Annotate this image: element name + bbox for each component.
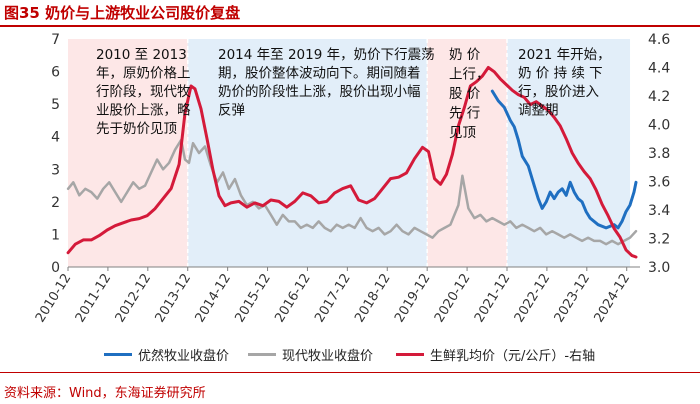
y-right-tick-label: 4.6	[648, 32, 670, 48]
x-tick-label: 2012-12	[113, 271, 155, 325]
x-tick-label: 2011-12	[73, 271, 115, 325]
footer-rule	[0, 372, 700, 373]
annotation-period2-line: 2014 年至 2019 年，奶价下行震荡	[218, 47, 435, 63]
annotation-period3-line: 见顶	[449, 125, 476, 141]
annotation-period4-line: 行，股价进入	[518, 84, 599, 100]
annotation-period1-line: 先于奶价见顶	[96, 121, 177, 137]
legend-label-xiandai: 现代牧业收盘价	[282, 348, 374, 364]
annotation-period1-line: 行阶段，现代牧	[96, 84, 191, 100]
annotation-period4-line: 奶 价 持 续 下	[518, 66, 603, 82]
x-tick-label: 2020-12	[432, 271, 474, 325]
y-right-tick-label: 4.2	[648, 89, 670, 105]
legend-item-milk: 生鲜乳均价（元/公斤）-右轴	[396, 342, 595, 366]
legend-item-youran: 优然牧业收盘价	[104, 342, 229, 366]
y-left-tick-label: 0	[51, 260, 60, 276]
x-tick-label: 2018-12	[352, 271, 394, 325]
annotation-period3-line: 先 行	[449, 106, 480, 122]
x-tick-label: 2022-12	[512, 271, 554, 325]
series-line-youran	[490, 89, 638, 230]
y-left-tick-label: 1	[51, 227, 60, 243]
x-tick-label: 2010-12	[33, 271, 75, 325]
legend-label-youran: 优然牧业收盘价	[138, 348, 230, 364]
y-right-tick-label: 3.8	[648, 146, 670, 162]
legend-swatch-youran	[104, 352, 132, 356]
annotation-period1-line: 年，原奶价格上	[96, 66, 191, 82]
x-tick-label: 2024-12	[592, 271, 634, 325]
y-left-tick-label: 5	[51, 97, 60, 113]
y-right-tick-label: 3.4	[648, 203, 670, 219]
x-tick-label: 2019-12	[392, 271, 434, 325]
annotation-period1-line: 业股价上涨，略	[96, 103, 191, 119]
y-right-tick-label: 4.4	[648, 61, 670, 77]
x-tick-label: 2013-12	[153, 271, 195, 325]
x-tick-label: 2021-12	[472, 271, 514, 325]
y-left-tick-label: 3	[51, 162, 60, 178]
title-rule	[0, 25, 700, 27]
y-right-tick-label: 4.0	[648, 118, 670, 134]
annotation-period4-line: 调整期	[518, 103, 559, 119]
annotation-period1-line: 2010 至 2013	[96, 47, 187, 63]
y-left-tick-label: 6	[51, 65, 60, 81]
y-right-tick-label: 3.2	[648, 232, 670, 248]
annotation-period2-line: 反弹	[218, 103, 245, 119]
y-right-tick-label: 3.0	[648, 260, 670, 276]
shaded-period-1	[187, 39, 428, 267]
price-review-chart: 0 1 2 3 4 5 6 7 3.0 3.2 3.4 3.6 3.8 4.0 4.2 4.4 4.6 2010-…	[33, 32, 670, 325]
y-right-tick-label: 3.6	[648, 175, 670, 191]
x-tick-label: 2015-12	[232, 271, 274, 325]
annotation-period2-line: 期，股价整体波动向下。期间随着	[218, 65, 421, 82]
series-line-xiandai	[66, 138, 638, 246]
y-left-tick-label: 2	[51, 195, 60, 211]
annotation-period3-line: 奶 价	[449, 47, 481, 63]
shaded-period-3	[506, 39, 631, 267]
x-tick-label: 2014-12	[193, 271, 235, 325]
y-left-tick-label: 4	[51, 130, 60, 146]
y-left-tick-label: 7	[51, 32, 60, 48]
chart-legend: 优然牧业收盘价 现代牧业收盘价 生鲜乳均价（元/公斤）-右轴	[0, 342, 700, 366]
figure-title: 图35 奶价与上游牧业公司股价复盘	[4, 4, 241, 22]
x-tick-label: 2017-12	[312, 271, 354, 325]
annotation-period3-line: 上行，	[449, 67, 490, 83]
annotation-period2-line: 奶价的阶段性上涨，股价出现小幅	[218, 84, 421, 100]
annotation-period4-line: 2021 年开始，	[518, 47, 611, 63]
annotation-period3-line: 股 价	[449, 86, 481, 102]
figure-title-bar: 图35 奶价与上游牧业公司股价复盘	[0, 0, 700, 24]
series-line-milk	[66, 66, 638, 259]
legend-label-milk: 生鲜乳均价（元/公斤）-右轴	[430, 348, 596, 364]
x-tick-label: 2023-12	[552, 271, 594, 325]
legend-swatch-xiandai	[248, 352, 276, 356]
shaded-period-0	[68, 39, 188, 267]
legend-item-xiandai: 现代牧业收盘价	[248, 342, 373, 366]
source-note: 资料来源：Wind，东海证券研究所	[4, 386, 206, 401]
x-tick-label: 2016-12	[272, 271, 314, 325]
legend-swatch-milk	[396, 352, 424, 356]
